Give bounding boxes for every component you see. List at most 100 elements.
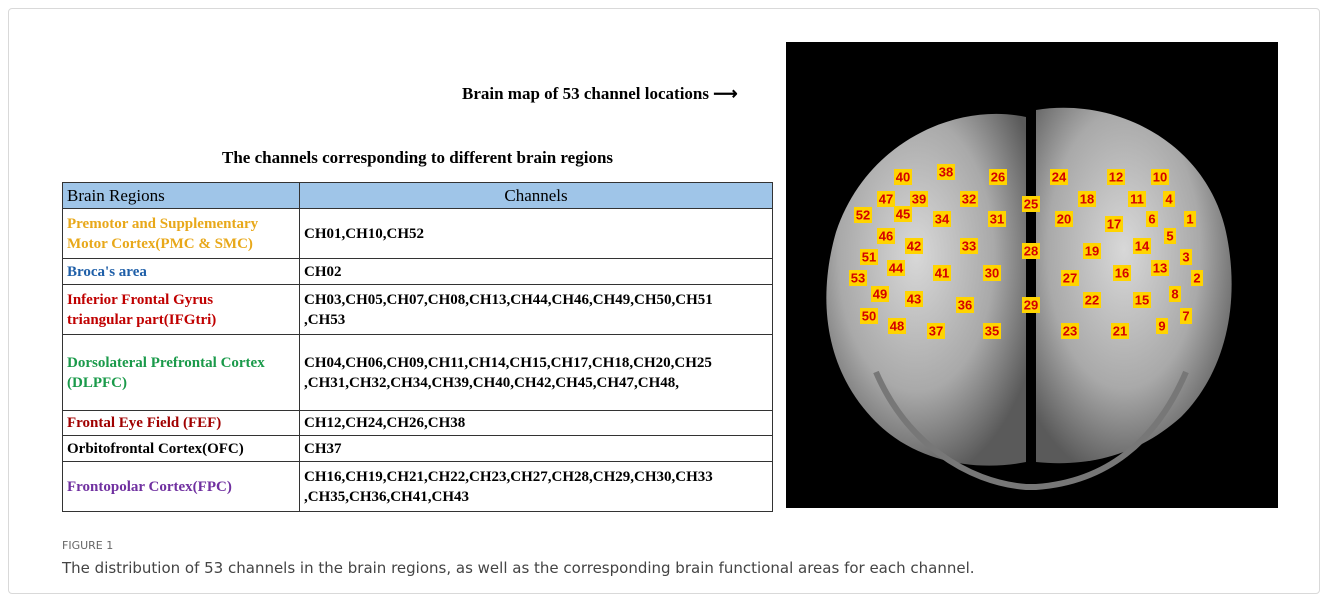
table-title: The channels corresponding to different … xyxy=(62,148,773,168)
channel-label: 47 xyxy=(879,191,893,206)
channel-label: 14 xyxy=(1135,238,1150,253)
channel-label: 13 xyxy=(1153,260,1167,275)
channel-label: 41 xyxy=(935,265,949,280)
table-row: Dorsolateral Prefrontal Cortex(DLPFC)CH0… xyxy=(63,335,773,411)
map-title: Brain map of 53 channel locations ⟶ xyxy=(462,84,738,104)
channels-line: CH01,CH10,CH52 xyxy=(304,224,768,244)
channel-label: 5 xyxy=(1166,228,1173,243)
channel-label: 11 xyxy=(1130,191,1144,206)
map-title-text: Brain map of 53 channel locations xyxy=(462,84,709,103)
region-cell: Inferior Frontal Gyrustriangular part(IF… xyxy=(63,285,300,335)
region-line: triangular part(IFGtri) xyxy=(67,310,295,330)
region-line: Inferior Frontal Gyrus xyxy=(67,290,295,310)
page: {"map_title": "Brain map of 53 channel l… xyxy=(0,0,1330,603)
channel-label: 2 xyxy=(1193,270,1200,285)
region-table: Brain Regions Channels Premotor and Supp… xyxy=(62,182,773,512)
channel-label: 23 xyxy=(1063,323,1077,338)
channels-cell: CH04,CH06,CH09,CH11,CH14,CH15,CH17,CH18,… xyxy=(300,335,773,411)
region-line: Frontopolar Cortex(FPC) xyxy=(67,477,295,497)
channel-label: 39 xyxy=(912,191,926,206)
figure-label: FIGURE 1 xyxy=(62,539,113,552)
channel-label: 49 xyxy=(873,286,887,301)
table-row: Inferior Frontal Gyrustriangular part(IF… xyxy=(63,285,773,335)
channels-cell: CH16,CH19,CH21,CH22,CH23,CH27,CH28,CH29,… xyxy=(300,462,773,512)
region-line: Dorsolateral Prefrontal Cortex xyxy=(67,353,295,373)
channel-label: 42 xyxy=(907,238,921,253)
region-cell: Frontopolar Cortex(FPC) xyxy=(63,462,300,512)
channel-label: 21 xyxy=(1113,323,1127,338)
channel-label: 1 xyxy=(1186,211,1193,226)
channel-label: 35 xyxy=(985,323,999,338)
channel-label: 34 xyxy=(935,211,950,226)
channel-label: 48 xyxy=(890,318,904,333)
channel-label: 4 xyxy=(1165,191,1173,206)
channel-label: 43 xyxy=(907,291,921,306)
channel-label: 31 xyxy=(990,211,1004,226)
channels-line: CH16,CH19,CH21,CH22,CH23,CH27,CH28,CH29,… xyxy=(304,467,768,487)
channels-line: ,CH53 xyxy=(304,310,768,330)
brain-map: 4038262412104739322518114524534312017614… xyxy=(786,42,1278,508)
region-line: Broca's area xyxy=(67,262,295,282)
channel-label: 20 xyxy=(1057,211,1071,226)
region-cell: Dorsolateral Prefrontal Cortex(DLPFC) xyxy=(63,335,300,411)
table-row: Frontal Eye Field (FEF) CH12,CH24,CH26,CH… xyxy=(63,411,773,436)
channel-label: 6 xyxy=(1148,211,1155,226)
channels-line: CH04,CH06,CH09,CH11,CH14,CH15,CH17,CH18,… xyxy=(304,353,768,373)
region-cell: Premotor and SupplementaryMotor Cortex(P… xyxy=(63,209,300,259)
table-row: Broca's area CH02 xyxy=(63,259,773,285)
channel-label: 38 xyxy=(939,164,953,179)
channel-label: 53 xyxy=(851,270,865,285)
channel-label: 3 xyxy=(1182,249,1189,264)
channels-line: ,CH31,CH32,CH34,CH39,CH40,CH42,CH45,CH47… xyxy=(304,373,768,393)
header-row: Brain Regions Channels xyxy=(63,183,773,209)
region-cell: Orbitofrontal Cortex(OFC) xyxy=(63,436,300,462)
channel-label: 22 xyxy=(1085,292,1099,307)
channels-line: CH37 xyxy=(304,439,768,459)
header-cell: Brain Regions xyxy=(63,183,300,209)
channel-label: 37 xyxy=(929,323,943,338)
channel-label: 10 xyxy=(1153,169,1167,184)
channels-cell: CH03,CH05,CH07,CH08,CH13,CH44,CH46,CH49,… xyxy=(300,285,773,335)
channel-label: 25 xyxy=(1024,196,1038,211)
table-row: Frontopolar Cortex(FPC) CH16,CH19,CH21,CH… xyxy=(63,462,773,512)
channel-label: 12 xyxy=(1109,169,1123,184)
channel-label: 50 xyxy=(862,308,876,323)
channel-label: 36 xyxy=(958,297,972,312)
channels-line: CH02 xyxy=(304,262,768,282)
channel-label: 26 xyxy=(991,169,1005,184)
channel-label: 15 xyxy=(1135,292,1149,307)
channel-label: 19 xyxy=(1085,243,1099,258)
channels-line: CH03,CH05,CH07,CH08,CH13,CH44,CH46,CH49,… xyxy=(304,290,768,310)
channel-label: 29 xyxy=(1024,297,1038,312)
channels-cell: CH02 xyxy=(300,259,773,285)
table-row: Orbitofrontal Cortex(OFC) CH37 xyxy=(63,436,773,462)
channel-label: 18 xyxy=(1080,191,1094,206)
channel-label: 52 xyxy=(856,207,870,222)
channel-label: 8 xyxy=(1171,286,1178,301)
region-line: Motor Cortex(PMC & SMC) xyxy=(67,234,295,254)
channels-line: ,CH35,CH36,CH41,CH43 xyxy=(304,487,768,507)
region-cell: Broca's area xyxy=(63,259,300,285)
region-line: Frontal Eye Field (FEF) xyxy=(67,413,295,433)
channel-label: 33 xyxy=(962,238,976,253)
channel-label: 51 xyxy=(862,249,876,264)
channels-cell: CH01,CH10,CH52 xyxy=(300,209,773,259)
channels-cell: CH12,CH24,CH26,CH38 xyxy=(300,411,773,436)
channel-label: 30 xyxy=(985,265,999,280)
region-cell: Frontal Eye Field (FEF) xyxy=(63,411,300,436)
region-line: Orbitofrontal Cortex(OFC) xyxy=(67,439,295,459)
channel-label: 17 xyxy=(1107,216,1121,231)
channel-label: 27 xyxy=(1063,270,1077,285)
channel-label: 32 xyxy=(962,191,976,206)
header-cell: Channels xyxy=(300,183,773,209)
channel-label: 45 xyxy=(896,206,910,221)
region-line: Premotor and Supplementary xyxy=(67,214,295,234)
channels-cell: CH37 xyxy=(300,436,773,462)
channel-label: 40 xyxy=(896,169,910,184)
channel-label: 24 xyxy=(1052,169,1067,184)
table-row: Premotor and SupplementaryMotor Cortex(P… xyxy=(63,209,773,259)
channel-label: 16 xyxy=(1115,265,1129,280)
channels-line: CH12,CH24,CH26,CH38 xyxy=(304,413,768,433)
region-line: (DLPFC) xyxy=(67,373,295,393)
channel-label: 46 xyxy=(879,228,893,243)
